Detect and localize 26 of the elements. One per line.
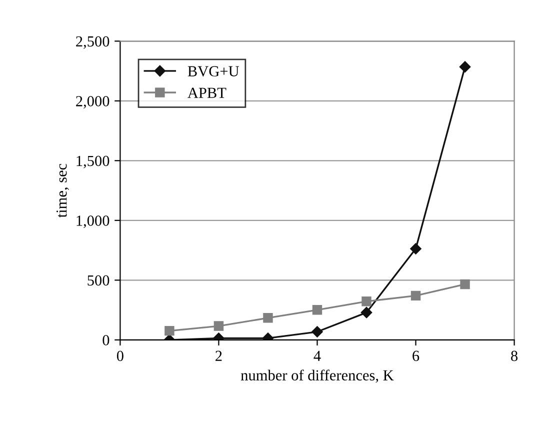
y-tick-label: 2,000 xyxy=(76,96,110,109)
point xyxy=(360,306,372,318)
y-tick-label: 500 xyxy=(88,275,110,286)
y-tick-label: 2,500 xyxy=(76,36,110,49)
y-tick-label: 1,000 xyxy=(76,216,110,228)
x-axis-title: number of differences, K xyxy=(240,370,394,383)
x-tick-label: 6 xyxy=(412,350,420,362)
point xyxy=(312,305,322,315)
point xyxy=(214,321,224,331)
x-tick-label: 2 xyxy=(216,350,222,361)
x-tick-label: 8 xyxy=(511,350,518,362)
point xyxy=(312,326,323,338)
point xyxy=(362,296,372,306)
x-tick-label: 4 xyxy=(314,350,321,361)
point xyxy=(459,61,471,72)
x-tick-label: 0 xyxy=(116,350,124,362)
legend-label: APBT xyxy=(188,88,226,98)
point xyxy=(410,243,422,254)
y-tick-label: 0 xyxy=(102,335,110,346)
point xyxy=(410,290,421,301)
point xyxy=(164,326,174,336)
legend-label: BVG+U xyxy=(188,66,239,77)
y-tick-label: 1,500 xyxy=(76,156,110,168)
y-axis-title: time, sec xyxy=(56,164,69,218)
point xyxy=(263,313,273,323)
point xyxy=(460,279,470,290)
